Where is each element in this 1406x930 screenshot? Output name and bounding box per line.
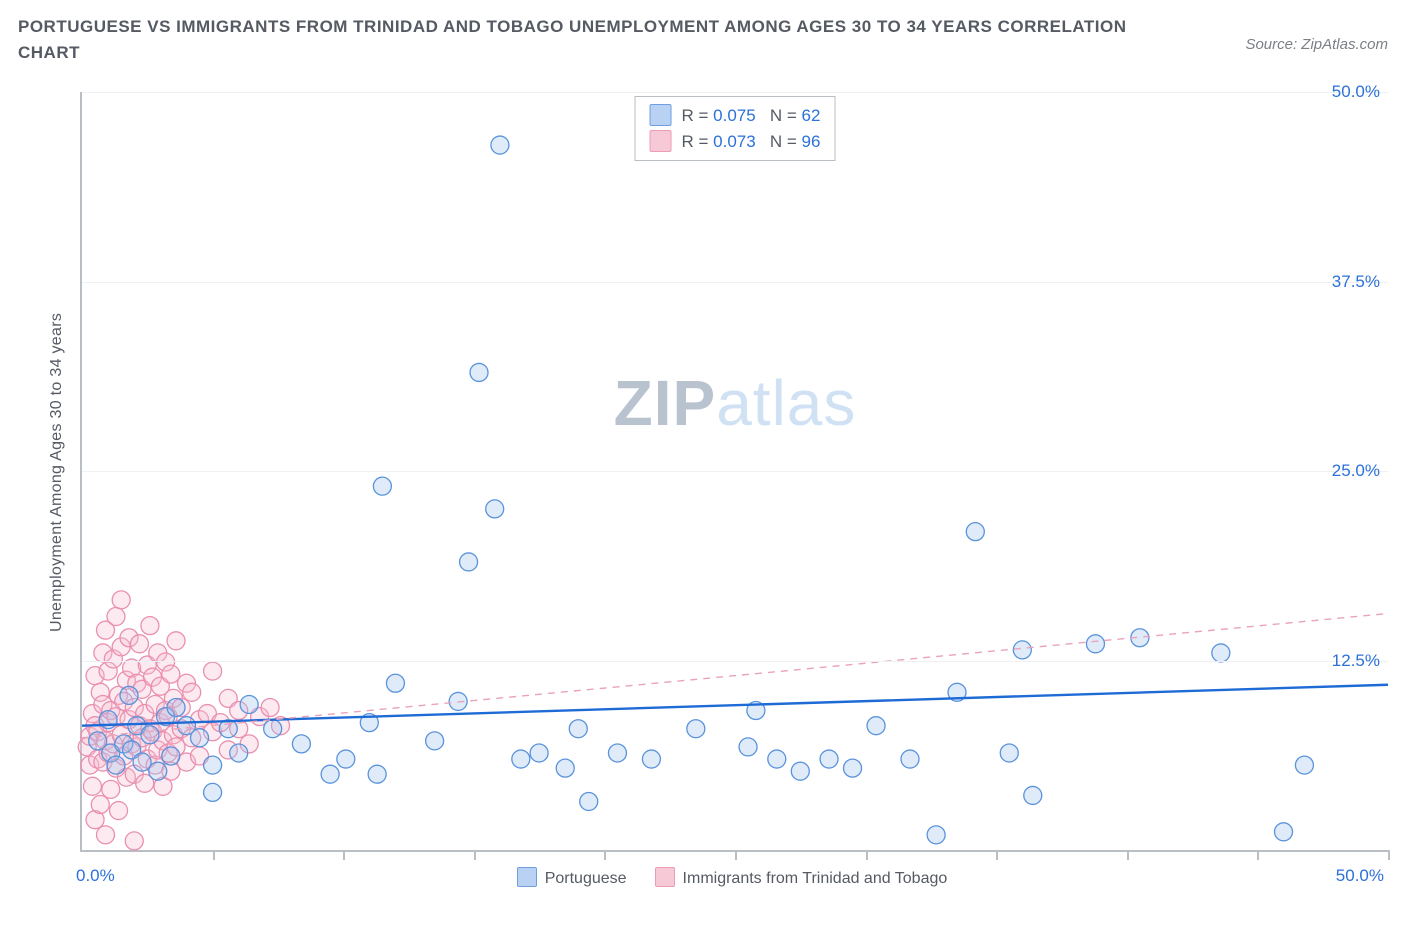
legend-swatch: [517, 867, 537, 887]
data-point: [1212, 644, 1230, 662]
data-point: [1295, 756, 1313, 774]
data-point: [966, 523, 984, 541]
data-point: [141, 726, 159, 744]
data-point: [608, 744, 626, 762]
x-tick: [604, 850, 606, 860]
data-point: [264, 720, 282, 738]
y-tick-label: 12.5%: [1332, 651, 1380, 671]
data-point: [642, 750, 660, 768]
data-point: [820, 750, 838, 768]
data-point: [901, 750, 919, 768]
data-point: [867, 717, 885, 735]
data-point: [739, 738, 757, 756]
scatter-plot: ZIPatlas R = 0.075 N = 62R = 0.073 N = 9…: [80, 92, 1388, 852]
bottom-legend: Portuguese Immigrants from Trinidad and T…: [48, 867, 1388, 888]
y-tick-label: 25.0%: [1332, 461, 1380, 481]
data-point: [687, 720, 705, 738]
legend-label: Immigrants from Trinidad and Tobago: [683, 870, 948, 887]
gridline: [82, 661, 1388, 662]
data-point: [460, 553, 478, 571]
data-point: [580, 792, 598, 810]
data-point: [183, 683, 201, 701]
x-tick: [1257, 850, 1259, 860]
data-point: [486, 500, 504, 518]
data-point: [791, 762, 809, 780]
data-point: [261, 698, 279, 716]
data-point: [470, 363, 488, 381]
x-tick: [735, 850, 737, 860]
x-tick: [343, 850, 345, 860]
data-point: [240, 695, 258, 713]
data-point: [107, 756, 125, 774]
data-point: [768, 750, 786, 768]
data-point: [569, 720, 587, 738]
x-tick: [1127, 850, 1129, 860]
data-point: [91, 796, 109, 814]
data-point: [426, 732, 444, 750]
data-point: [162, 665, 180, 683]
data-point: [149, 762, 167, 780]
data-point: [373, 477, 391, 495]
data-point: [368, 765, 386, 783]
chart-title: PORTUGUESE VS IMMIGRANTS FROM TRINIDAD A…: [18, 14, 1138, 67]
data-point: [1000, 744, 1018, 762]
data-point: [491, 136, 509, 154]
data-point: [110, 802, 128, 820]
data-point: [1024, 786, 1042, 804]
data-point: [133, 753, 151, 771]
data-point: [120, 686, 138, 704]
data-point: [1086, 635, 1104, 653]
legend-swatch: [650, 130, 672, 152]
y-axis-label: Unemployment Among Ages 30 to 34 years: [48, 92, 76, 852]
data-point: [321, 765, 339, 783]
data-point: [107, 608, 125, 626]
data-point: [204, 783, 222, 801]
data-point: [162, 747, 180, 765]
data-point: [530, 744, 548, 762]
y-tick-label: 50.0%: [1332, 82, 1380, 102]
gridline: [82, 282, 1388, 283]
stats-row: R = 0.073 N = 96: [650, 129, 821, 155]
data-point: [292, 735, 310, 753]
x-tick: [866, 850, 868, 860]
data-point: [167, 632, 185, 650]
stats-box: R = 0.075 N = 62R = 0.073 N = 96: [635, 96, 836, 161]
data-point: [512, 750, 530, 768]
data-point: [125, 832, 143, 850]
data-point: [191, 729, 209, 747]
stats-row: R = 0.075 N = 62: [650, 103, 821, 129]
data-point: [204, 662, 222, 680]
source-label: Source: ZipAtlas.com: [1245, 36, 1388, 53]
data-point: [230, 744, 248, 762]
data-point: [337, 750, 355, 768]
legend-swatch: [650, 104, 672, 126]
y-tick-label: 37.5%: [1332, 272, 1380, 292]
data-point: [141, 617, 159, 635]
data-point: [83, 777, 101, 795]
data-point: [386, 674, 404, 692]
data-point: [1013, 641, 1031, 659]
data-point: [97, 826, 115, 844]
legend-swatch: [655, 867, 675, 887]
gridline: [82, 471, 1388, 472]
data-point: [102, 780, 120, 798]
data-point: [556, 759, 574, 777]
data-point: [927, 826, 945, 844]
x-tick: [474, 850, 476, 860]
data-point: [112, 591, 130, 609]
data-point: [130, 635, 148, 653]
trend-line: [82, 614, 1388, 738]
data-point: [844, 759, 862, 777]
data-point: [1275, 823, 1293, 841]
gridline: [82, 92, 1388, 93]
x-tick: [996, 850, 998, 860]
x-tick: [213, 850, 215, 860]
x-tick: [1388, 850, 1390, 860]
data-point: [204, 756, 222, 774]
data-point: [167, 698, 185, 716]
legend-label: Portuguese: [545, 870, 627, 887]
